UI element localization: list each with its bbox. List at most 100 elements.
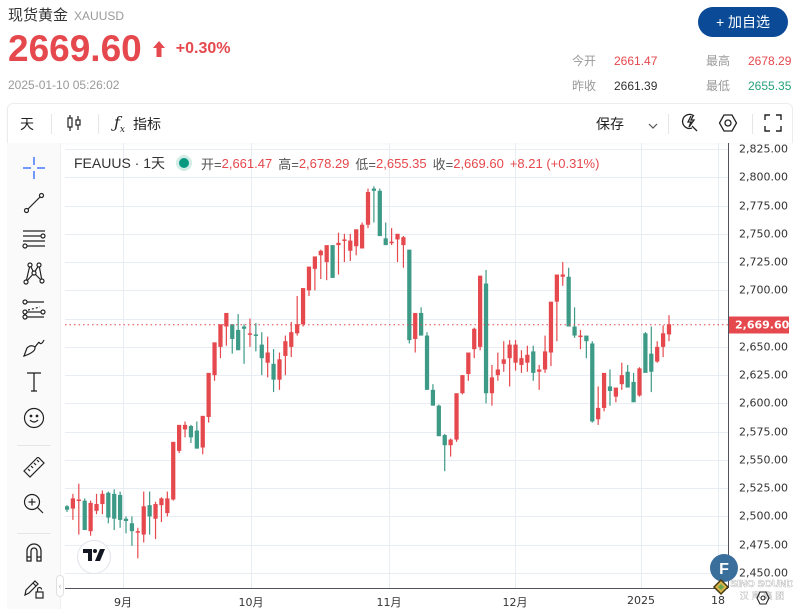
price-tick-label: 2,750.00: [739, 227, 788, 241]
candles-icon: [66, 114, 82, 135]
lock-drawings-tool[interactable]: [21, 577, 47, 603]
quick-search-button[interactable]: [680, 104, 700, 144]
settings-button[interactable]: [718, 104, 738, 144]
price-tick-label: 2,475.00: [739, 538, 788, 552]
crosshair-icon: [23, 156, 45, 184]
stat-low-value: 2655.35: [748, 79, 792, 93]
svg-text:SINO SOUND: SINO SOUND: [730, 579, 793, 590]
stat-high-label: 最高: [706, 54, 731, 68]
save-button[interactable]: 保存: [596, 116, 624, 132]
legend-change: +8.21 (+0.31%): [509, 155, 600, 171]
price-tick-label: 2,500.00: [739, 509, 788, 523]
brush-tool[interactable]: [21, 336, 47, 362]
time-tick-label: 10月: [238, 596, 264, 609]
price-tick-label: 2,575.00: [739, 425, 788, 439]
chart-canvas: [64, 143, 728, 588]
time-tick-label: 11月: [376, 596, 402, 609]
price-row: 2669.60 +0.30%: [8, 28, 230, 70]
drawing-tools-sidebar: [7, 143, 61, 609]
toolbar-divider: [98, 114, 99, 134]
stat-high: 最高 2678.29: [706, 52, 791, 69]
crosshair-tool[interactable]: [21, 156, 47, 184]
gear-hexagon-icon: [718, 113, 738, 136]
stat-prev-close: 昨收 2661.39: [572, 77, 657, 94]
save-dropdown-button[interactable]: [648, 104, 658, 144]
quote-header: 现货黄金 XAUUSD 2669.60 +0.30% 2025-01-10 05…: [0, 0, 793, 100]
chart-toolbar: 天 ƒx 指标 保存: [7, 103, 793, 143]
measure-tool[interactable]: [21, 455, 47, 484]
svg-text:F: F: [719, 561, 729, 578]
tradingview-icon: [83, 548, 105, 566]
chart-legend: FEAUUS · 1天 开= 2,661.47 高= 2,678.29 低= 2,65…: [74, 153, 605, 173]
chevron-down-icon: [648, 116, 658, 132]
indicators-label: 指标: [133, 116, 161, 132]
toolbar-divider: [668, 114, 669, 134]
price-tick-label: 2,650.00: [739, 340, 788, 354]
ruler-icon: [22, 455, 46, 484]
legend-high-value: 2,678.29: [298, 155, 350, 171]
price-tick-label: 2,775.00: [739, 199, 788, 213]
magnet-tool[interactable]: [21, 541, 47, 567]
chart-type-button[interactable]: [66, 104, 82, 144]
legend-symbol: FEAUUS · 1天: [74, 155, 166, 171]
instrument-title: 现货黄金: [8, 7, 69, 24]
toolbar-divider: [752, 114, 753, 134]
time-tick-label: 18: [711, 594, 725, 607]
gear-hexagon-icon: [756, 591, 770, 609]
price-tick-label: 2,700.00: [739, 283, 788, 297]
legend-high-key: 高=: [278, 156, 299, 172]
lightning-search-icon: [680, 113, 700, 136]
price-tick-label: 2,600.00: [739, 396, 788, 410]
time-tick-label: 9月: [114, 596, 132, 609]
indicators-button[interactable]: ƒx 指标: [114, 104, 161, 144]
legend-open-key: 开=: [201, 156, 222, 172]
stat-open-label: 今开: [572, 54, 597, 68]
emoji-tool[interactable]: [21, 407, 47, 433]
price-tick-label: 2,800.00: [739, 170, 788, 184]
sidebar-collapse-button[interactable]: ‹: [56, 575, 64, 597]
fib-icon: [22, 298, 46, 326]
lock-drawing-icon: [22, 576, 46, 605]
trend-line-icon: [23, 192, 45, 219]
fullscreen-button[interactable]: [764, 104, 782, 144]
candlestick-chart[interactable]: [64, 143, 728, 588]
pattern-tool[interactable]: [21, 261, 47, 289]
stat-low: 最低 2655.35: [706, 77, 791, 94]
add-watchlist-button[interactable]: + 加自选: [698, 7, 788, 37]
text-tool[interactable]: [21, 371, 47, 397]
stat-prev-close-value: 2661.39: [614, 79, 658, 93]
arrow-up-icon: [152, 40, 166, 58]
sino-sound-watermark: F SINO SOUND 汉 声 集 团: [700, 553, 793, 609]
stat-open-value: 2661.47: [614, 54, 658, 68]
legend-low-value: 2,655.35: [376, 155, 427, 171]
stat-high-value: 2678.29: [748, 54, 792, 68]
price-tick-label: 2,525.00: [739, 481, 788, 495]
price-tick-label: 2,725.00: [739, 255, 788, 269]
time-axis[interactable]: 9月 10月 11月 12月 2025 18: [65, 588, 728, 609]
text-icon: [24, 371, 44, 398]
market-status-dot: [179, 158, 190, 168]
axis-settings-button[interactable]: [756, 591, 770, 609]
instrument-symbol: XAUUSD: [74, 9, 125, 23]
tradingview-logo[interactable]: [77, 540, 111, 574]
change-percent: +0.30%: [175, 40, 231, 57]
price-axis[interactable]: 2,825.00 2,800.00 2,775.00 2,750.00 2,725.00…: [728, 143, 793, 588]
price-tick-label: 2,550.00: [739, 453, 788, 467]
title-row: 现货黄金 XAUUSD: [8, 4, 124, 25]
price-tick-label: 2,625.00: [739, 368, 788, 382]
sidebar-divider: [17, 533, 51, 534]
magnet-icon: [23, 541, 45, 568]
emoji-icon: [23, 407, 45, 434]
trend-line-tool[interactable]: [21, 192, 47, 218]
interval-button[interactable]: 天: [20, 116, 34, 132]
horizontal-lines-tool[interactable]: [21, 228, 47, 254]
fibonacci-tool[interactable]: [21, 298, 47, 326]
zoom-in-icon: [23, 493, 45, 520]
zoom-in-tool[interactable]: [21, 493, 47, 519]
legend-open-value: 2,661.47: [221, 155, 273, 171]
legend-close-value: 2,669.60: [453, 155, 504, 171]
brush-icon: [22, 336, 46, 363]
stat-open: 今开 2661.47: [572, 52, 657, 69]
legend-low-key: 低=: [355, 156, 377, 172]
function-fx-icon: ƒx: [114, 112, 125, 136]
